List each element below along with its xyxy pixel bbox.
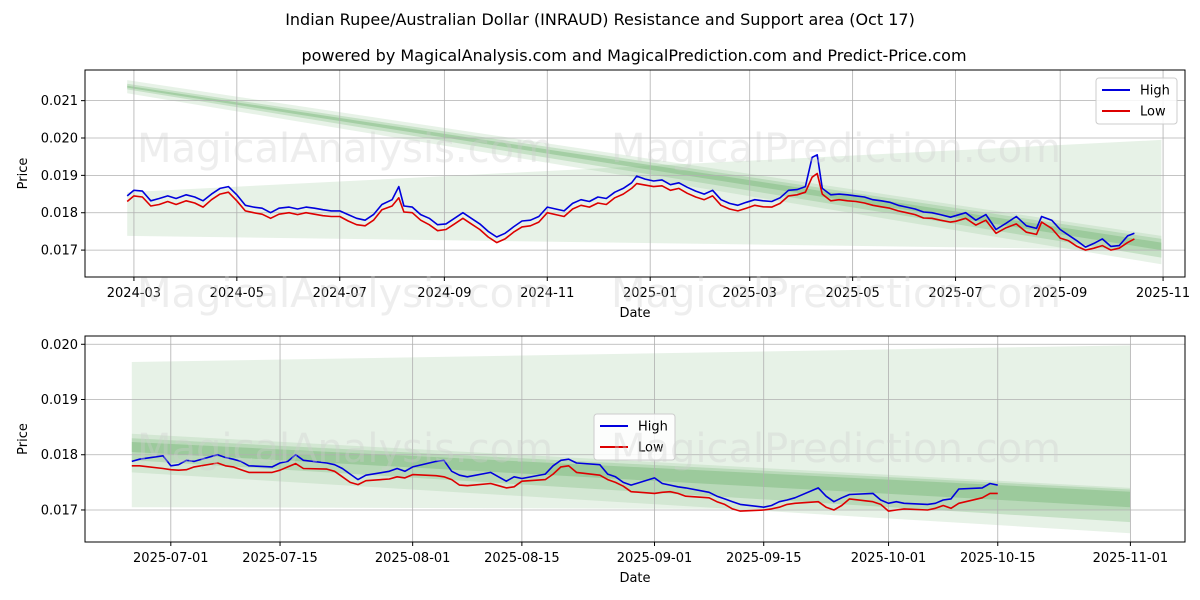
x-tick-label: 2024-05: [210, 286, 264, 301]
watermark-analysis-bottom: MagicalAnalysis.com: [137, 426, 553, 472]
series-line-high: [131, 453, 998, 508]
y-tick-label: 0.019: [41, 169, 78, 184]
x-tick-label: 2025-09-01: [617, 551, 693, 566]
y-axis: 0.017 0.018 0.019 0.020 Price: [16, 338, 85, 518]
series-line-low: [126, 172, 1135, 251]
y-axis-label: Price: [16, 158, 31, 190]
watermark-analysis-middle: MagicalAnalysis.com: [137, 271, 553, 317]
resistance-area-mid: [127, 83, 1162, 258]
x-tick-label: 2025-03: [723, 286, 777, 301]
x-tick-label: 2025-09: [1033, 286, 1087, 301]
x-tick-label: 2024-07: [313, 286, 367, 301]
legend-label-high: High: [638, 420, 668, 435]
x-tick-label: 2025-09-15: [726, 551, 802, 566]
x-tick-label: 2025-07: [928, 286, 982, 301]
x-tick-label: 2025-10-01: [851, 551, 927, 566]
watermark-prediction-bottom: MagicalPrediction.com: [611, 426, 1061, 472]
resistance-area-wide: [131, 433, 1131, 534]
wide-support-area: [127, 139, 1162, 251]
band-layer: [127, 80, 1162, 265]
x-tick-label: 2025-08-01: [375, 551, 451, 566]
y-tick-label: 0.017: [41, 503, 78, 518]
y-tick-label: 0.018: [41, 206, 78, 221]
x-axis: 2024-03 2024-05 2024-07 2024-09 2024-11 2025-…: [107, 277, 1190, 321]
y-tick-label: 0.020: [41, 132, 78, 147]
watermarks: MagicalAnalysis.com MagicalPrediction.co…: [137, 126, 1061, 472]
x-axis-label: Date: [619, 306, 650, 321]
chart-title: Indian Rupee/Australian Dollar (INRAUD) …: [285, 10, 915, 29]
legend-label-low: Low: [638, 441, 664, 456]
plot-frame: [84, 335, 1186, 543]
resistance-area-core: [131, 442, 1131, 508]
x-tick-label: 2025-11-01: [1093, 551, 1169, 566]
watermark-prediction-top: MagicalPrediction.com: [611, 126, 1061, 172]
grid-lines: [85, 70, 1185, 277]
x-tick-label: 2024-03: [107, 286, 161, 301]
y-tick-label: 0.017: [41, 244, 78, 259]
watermark-prediction-middle: MagicalPrediction.com: [611, 271, 1061, 317]
x-tick-label: 2025-10-15: [960, 551, 1036, 566]
resistance-area-mid: [131, 438, 1131, 523]
watermark-analysis-top: MagicalAnalysis.com: [137, 126, 553, 172]
x-tick-label: 2025-05: [825, 286, 879, 301]
chart-subtitle: powered by MagicalAnalysis.com and Magic…: [301, 46, 966, 65]
bottom-panel: 2025-07-01 2025-07-15 2025-08-01 2025-08-15…: [16, 335, 1186, 586]
x-tick-label: 2025-07-01: [133, 551, 209, 566]
resistance-area-core: [127, 85, 1162, 251]
legend: High Low: [593, 413, 676, 461]
legend-label-high: High: [1140, 84, 1170, 99]
x-tick-label: 2025-01: [623, 286, 677, 301]
y-axis-label: Price: [16, 423, 31, 455]
top-panel: 2024-03 2024-05 2024-07 2024-09 2024-11 2025-…: [16, 69, 1190, 321]
legend: High Low: [1095, 77, 1178, 125]
y-tick-label: 0.021: [41, 94, 78, 109]
x-tick-label: 2024-11: [520, 286, 574, 301]
x-tick-label: 2024-09: [417, 286, 471, 301]
resistance-area-wide: [127, 80, 1162, 265]
legend-label-low: Low: [1140, 105, 1166, 120]
series-line-low: [131, 462, 998, 512]
x-tick-label: 2025-11: [1136, 286, 1190, 301]
series-layer: [126, 154, 1135, 251]
series-line-high: [126, 154, 1135, 248]
series-layer: [131, 453, 998, 512]
x-tick-label: 2025-07-15: [242, 551, 318, 566]
y-axis: 0.017 0.018 0.019 0.020 0.021 Price: [16, 94, 85, 259]
plot-frame: [84, 69, 1186, 278]
y-tick-label: 0.018: [41, 448, 78, 463]
y-tick-label: 0.019: [41, 393, 78, 408]
x-axis: 2025-07-01 2025-07-15 2025-08-01 2025-08-15…: [133, 542, 1168, 586]
y-tick-label: 0.020: [41, 338, 78, 353]
x-tick-label: 2025-08-15: [484, 551, 560, 566]
x-axis-label: Date: [619, 571, 650, 586]
